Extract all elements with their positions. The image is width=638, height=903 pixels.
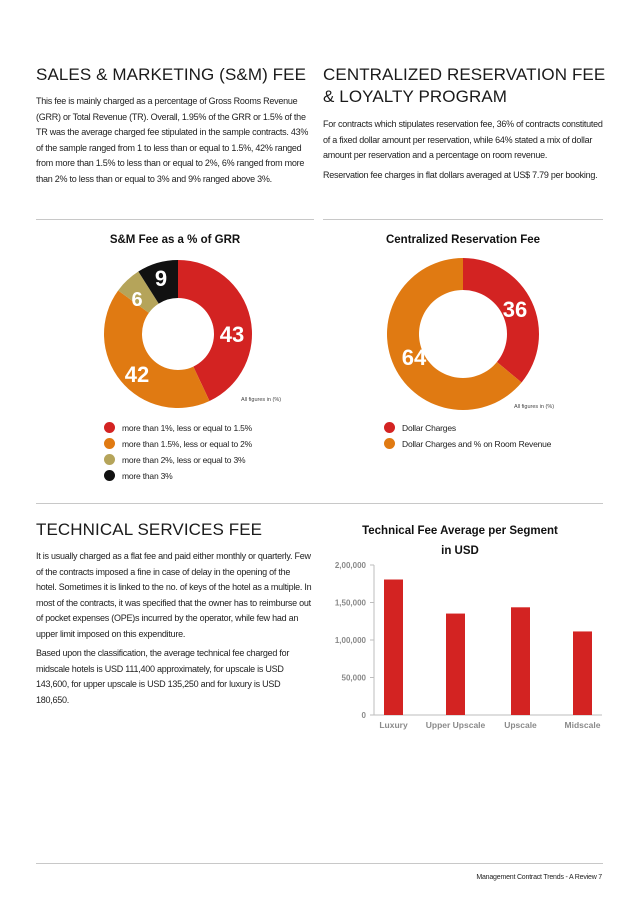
crs-heading-line2: & LOYALTY PROGRAM [323,87,508,106]
donut-slice [118,271,159,313]
slice-value-label: 6 [131,289,142,311]
legend-swatch [384,438,395,449]
tech-chart-title: Technical Fee Average per Segment in USD [330,521,590,561]
legend-label: more than 2%, less or equal to 3% [122,454,246,465]
legend-item: more than 3% [104,470,173,481]
donut-slice [178,260,252,401]
tech-body-1: It is usually charged as a flat fee and … [36,551,312,639]
crs-donut-chart: 36 64 [387,258,539,410]
legend-label: Dollar Charges [402,422,456,433]
bar [384,579,403,715]
tech-chart-title-line1: Technical Fee Average per Segment [362,525,558,537]
crs-heading-line1: CENTRALIZED RESERVATION FEE [323,65,606,84]
sm-chart-title: S&M Fee as a % of GRR [109,234,241,246]
page-footer: Management Contract Trends - A Review 7 [476,874,602,881]
divider [36,503,603,504]
x-tick-label: Luxury [379,720,408,730]
y-tick-label: 0 [362,711,367,720]
tech-heading: TECHNICAL SERVICES FEE [36,520,263,539]
slice-value-label: 64 [402,345,427,370]
y-tick-label: 1,00,000 [335,636,367,645]
slice-value-label: 42 [125,362,149,387]
divider [323,219,603,220]
legend-item: Dollar Charges [384,422,456,433]
donut-slice [387,258,522,410]
legend-item: more than 1%, less or equal to 1.5% [104,422,252,433]
legend-swatch [104,470,115,481]
legend-item: Dollar Charges and % on Room Revenue [384,438,551,449]
legend-swatch [104,438,115,449]
crs-body-1: For contracts which stipulates reservati… [323,119,603,161]
y-tick-label: 50,000 [342,674,367,683]
legend-item: more than 2%, less or equal to 3% [104,454,246,465]
tech-chart-title-line2: in USD [441,545,479,557]
bar [446,613,465,715]
divider [36,219,314,220]
legend-item: more than 1.5%, less or equal to 2% [104,438,252,449]
tech-bar-chart: 0 50,000 1,00,000 1,50,000 2,00,000 Luxury Upp… [335,561,602,730]
crs-body-2: Reservation fee charges in flat dollars … [323,170,598,180]
slice-value-label: 43 [220,322,244,347]
y-tick-label: 2,00,000 [335,561,367,570]
divider [36,863,603,864]
donut-slice [138,260,178,304]
legend-swatch [384,422,395,433]
figures-note: All figures in (%) [514,404,555,410]
sm-donut-chart: 43 42 69 [104,260,252,408]
legend-label: more than 1.5%, less or equal to 2% [122,438,253,449]
x-tick-label: Upscale [504,720,537,730]
sm-body: This fee is mainly charged as a percenta… [36,96,309,184]
legend-swatch [104,422,115,433]
donut-slice [463,258,539,383]
legend-label: more than 3% [122,470,173,481]
legend-label: Dollar Charges and % on Room Revenue [402,438,552,449]
bar [511,607,530,715]
crs-chart-title: Centralized Reservation Fee [385,234,541,246]
x-tick-label: Midscale [565,720,601,730]
y-tick-label: 1,50,000 [335,599,367,608]
slice-value-label: 9 [155,266,167,291]
tech-body-2: Based upon the classification, the avera… [36,648,290,705]
donut-slice [104,290,210,408]
legend-label: more than 1%, less or equal to 1.5% [122,422,253,433]
sm-heading: SALES & MARKETING (S&M) FEE [36,65,307,84]
figures-note: All figures in (%) [241,397,282,403]
x-tick-label: Upper Upscale [426,720,486,730]
legend-swatch [104,454,115,465]
bar [573,631,592,715]
slice-value-label: 36 [503,297,527,322]
